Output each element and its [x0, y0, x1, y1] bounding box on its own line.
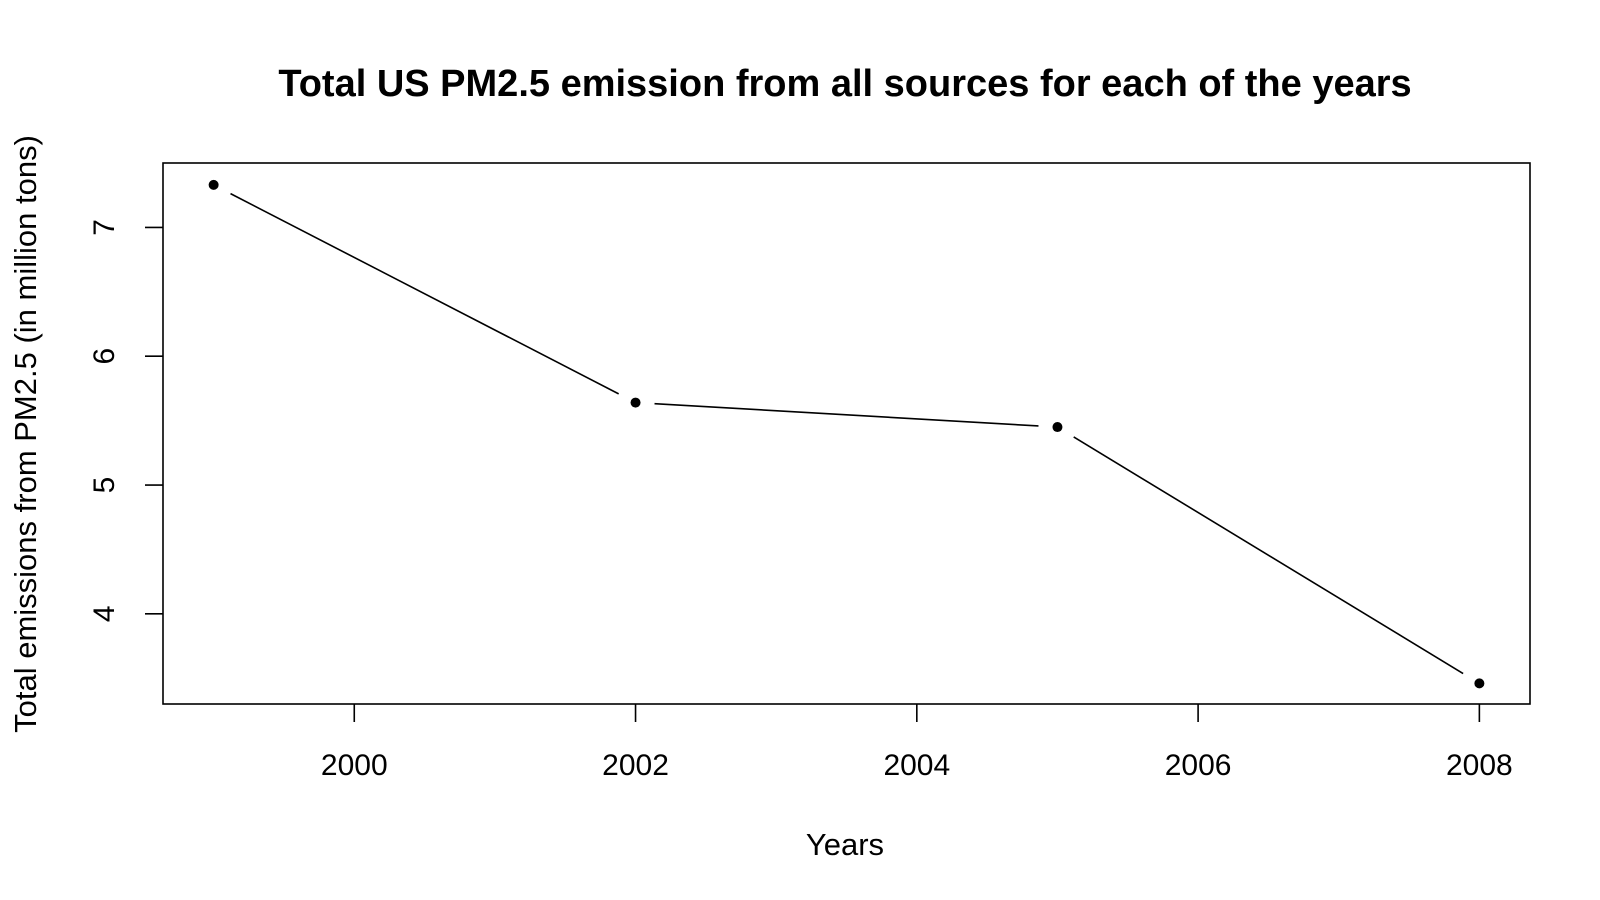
- data-point: [1052, 422, 1063, 433]
- x-tick-label: 2000: [321, 749, 388, 782]
- y-tick-label: 7: [88, 219, 121, 236]
- x-tick-label: 2002: [602, 749, 669, 782]
- series-line-segment: [654, 402, 1039, 427]
- y-tick-label: 4: [88, 605, 121, 622]
- y-axis-label: Total emissions from PM2.5 (in million t…: [8, 135, 43, 733]
- data-series: [208, 179, 1485, 689]
- data-point: [630, 397, 641, 408]
- y-tick-label: 6: [88, 348, 121, 365]
- x-axis: 2000 2002 2004 2006 2008: [321, 704, 1513, 782]
- x-tick-label: 2008: [1446, 749, 1513, 782]
- x-tick-label: 2006: [1165, 749, 1232, 782]
- x-tick-label: 2004: [883, 749, 950, 782]
- series-line-segment: [230, 192, 620, 395]
- y-axis: 4 5 6 7: [88, 219, 163, 622]
- plot-frame: [162, 162, 1531, 705]
- data-point: [208, 179, 219, 190]
- series-line-segment: [1073, 436, 1464, 675]
- x-axis-label: Years: [806, 827, 884, 862]
- chart-title: Total US PM2.5 emission from all sources…: [278, 63, 1411, 105]
- data-point: [1474, 678, 1485, 689]
- y-tick-label: 5: [88, 477, 121, 494]
